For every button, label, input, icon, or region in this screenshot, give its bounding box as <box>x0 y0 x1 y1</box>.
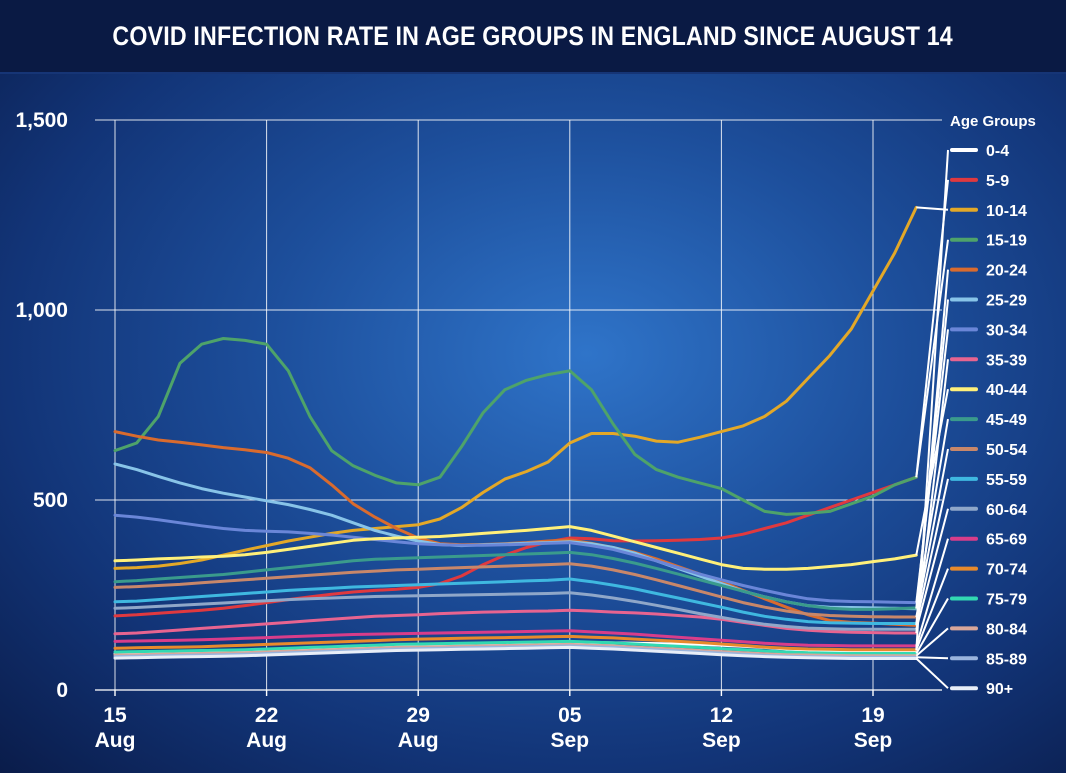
legend-label-65-69: 65-69 <box>986 532 1027 549</box>
legend-label-90plus: 90+ <box>986 681 1013 698</box>
legend-label-85-89: 85-89 <box>986 651 1027 668</box>
legend-label-50-54: 50-54 <box>986 442 1027 459</box>
title-bar: COVID INFECTION RATE IN AGE GROUPS IN EN… <box>0 0 1066 74</box>
series-lines <box>113 205 918 660</box>
x-tick-label-day: 12 <box>710 704 733 727</box>
legend-connector <box>915 627 949 657</box>
series-line-65-69 <box>113 629 918 648</box>
y-tick-label: 1,500 <box>15 109 68 132</box>
series-line-25-29 <box>113 462 918 611</box>
legend-connector <box>915 598 949 654</box>
legend-label-45-49: 45-49 <box>986 412 1027 429</box>
x-tick-label-month: Aug <box>246 729 287 752</box>
series-line-50-54 <box>113 562 918 619</box>
legend-label-15-19: 15-19 <box>986 233 1027 250</box>
legend-connector <box>915 657 949 689</box>
series-line-35-39 <box>113 608 918 636</box>
x-tick-label-day: 05 <box>558 704 582 727</box>
x-tick-label-month: Sep <box>551 729 590 752</box>
legend-label-35-39: 35-39 <box>986 352 1027 369</box>
x-tick-label-day: 15 <box>103 704 127 727</box>
series-line-75-79 <box>113 639 918 655</box>
legend-label-10-14: 10-14 <box>986 203 1027 220</box>
legend-connector <box>915 448 949 618</box>
series-line-30-34 <box>113 513 918 605</box>
legend: Age Groups 0-4 5-9 10-14 15-19 20-24 25-29 30-3… <box>915 113 1036 698</box>
legend-label-20-24: 20-24 <box>986 263 1027 280</box>
grid <box>95 119 942 691</box>
legend-connector <box>915 508 949 630</box>
legend-connector <box>915 389 949 556</box>
legend-connector <box>915 329 949 603</box>
x-tick-label-month: Sep <box>854 729 893 752</box>
legend-connector <box>916 656 949 660</box>
series-line-55-59 <box>113 577 918 625</box>
x-tick-label-month: Aug <box>398 729 439 752</box>
x-tick-label-month: Sep <box>702 729 741 752</box>
series-line-45-49 <box>113 550 918 611</box>
legend-label-30-34: 30-34 <box>986 322 1027 339</box>
legend-label-0-4: 0-4 <box>986 143 1009 160</box>
legend-label-60-64: 60-64 <box>986 502 1027 519</box>
legend-connector <box>915 478 949 624</box>
series-line-15-19 <box>113 337 918 516</box>
legend-connector <box>916 206 949 211</box>
legend-connector <box>915 418 949 609</box>
legend-label-5-9: 5-9 <box>986 173 1009 190</box>
series-line-90plus <box>113 645 918 660</box>
legend-label-25-29: 25-29 <box>986 293 1027 310</box>
legend-label-55-59: 55-59 <box>986 472 1027 489</box>
legend-title: Age Groups <box>950 113 1036 130</box>
x-tick-label-day: 29 <box>407 704 430 727</box>
y-axis: 0 500 1,000 1,500 <box>15 109 68 702</box>
series-line-10-14 <box>113 205 918 570</box>
series-line-70-74 <box>113 634 918 652</box>
legend-label-75-79: 75-79 <box>986 592 1027 609</box>
legend-connector <box>915 239 949 478</box>
y-tick-label: 1,000 <box>15 299 68 322</box>
series-line-5-9 <box>113 475 918 618</box>
x-tick-label-day: 22 <box>255 704 278 727</box>
y-tick-label: 500 <box>33 489 68 512</box>
series-line-60-64 <box>113 591 918 631</box>
y-tick-label: 0 <box>56 679 68 702</box>
legend-label-40-44: 40-44 <box>986 382 1027 399</box>
legend-connector <box>915 538 949 647</box>
x-tick-label-day: 19 <box>861 704 884 727</box>
legend-label-80-84: 80-84 <box>986 621 1027 638</box>
legend-label-70-74: 70-74 <box>986 562 1027 579</box>
x-tick-label-month: Aug <box>95 729 136 752</box>
legend-connector <box>915 179 949 478</box>
chart-title: COVID INFECTION RATE IN AGE GROUPS IN EN… <box>112 20 954 51</box>
series-line-40-44 <box>113 525 918 571</box>
legend-connector <box>915 568 949 651</box>
